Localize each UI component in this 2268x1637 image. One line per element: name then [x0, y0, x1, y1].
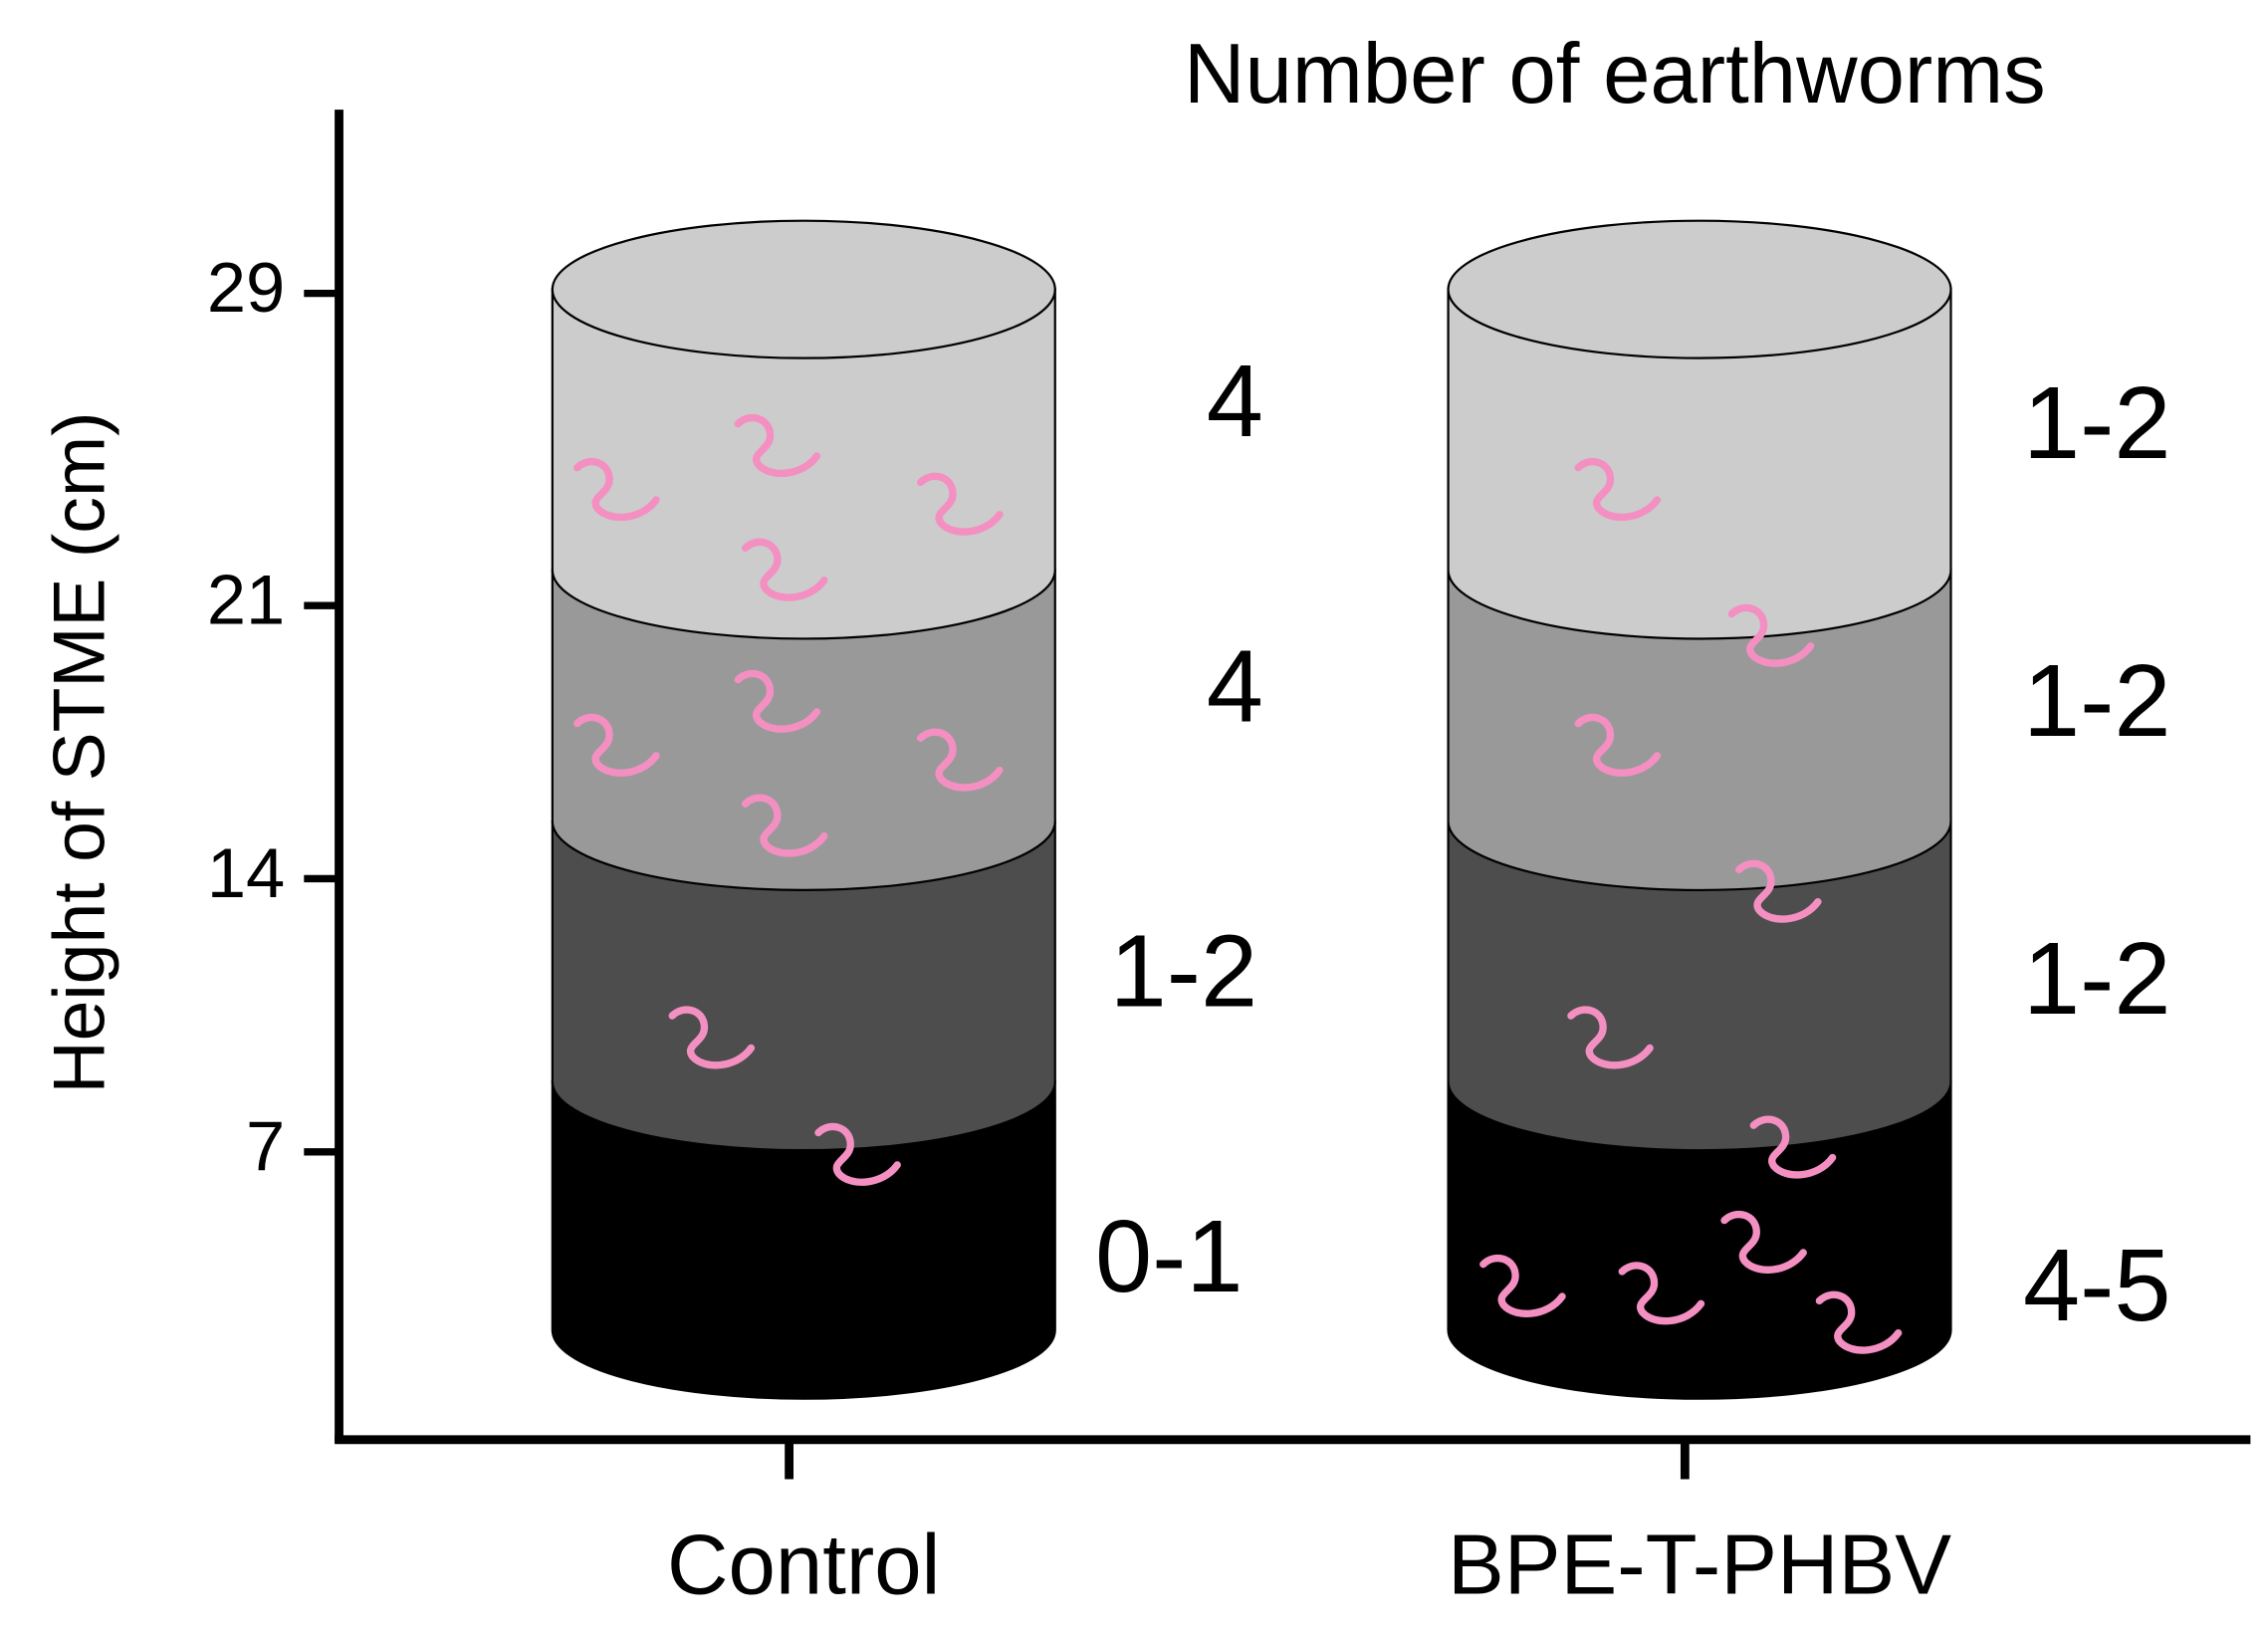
earthworm: [741, 538, 828, 601]
cylinder-top: [1447, 219, 1952, 359]
earthworm-count: 0-1: [1095, 1199, 1243, 1313]
earthworm: [1720, 1210, 1807, 1274]
earthworm: [573, 457, 660, 522]
earthworm: [1574, 457, 1662, 522]
earthworm-count: 4: [1207, 628, 1263, 743]
earthworm: [917, 728, 1004, 792]
soil-layer: [551, 819, 1056, 1152]
earthworm-count: 1-2: [1110, 914, 1257, 1029]
soil-layer: [1447, 819, 1952, 1152]
y-axis-label: Height of STME (cm): [39, 411, 120, 1093]
y-tick-label: 7: [246, 1106, 285, 1185]
earthworm: [1479, 1254, 1566, 1317]
earthworm: [1727, 603, 1815, 667]
earthworm-count: 1-2: [2023, 365, 2170, 480]
earthworm: [741, 794, 828, 857]
earthworm: [668, 1006, 756, 1069]
earthworm: [1574, 713, 1662, 777]
earthworm: [814, 1122, 901, 1186]
earthworm: [1567, 1006, 1654, 1069]
y-tick-label: 14: [207, 833, 285, 912]
earthworm: [1749, 1115, 1837, 1179]
earthworm: [917, 472, 1004, 536]
earthworm-count: 4-5: [2023, 1228, 2170, 1342]
soil-layer: [551, 569, 1056, 892]
y-tick-label: 29: [207, 248, 285, 327]
earthworm: [1618, 1262, 1705, 1325]
y-tick-label: 21: [207, 561, 285, 639]
earthworm: [734, 413, 821, 477]
earthworm: [573, 713, 660, 777]
soil-layer: [1447, 569, 1952, 892]
cylinder-top: [551, 219, 1056, 359]
category-label: BPE-T-PHBV: [1448, 1518, 1951, 1612]
earthworm: [1815, 1290, 1903, 1354]
earthworm-count: 1-2: [2023, 643, 2170, 758]
title: Number of earthworms: [1184, 27, 2046, 121]
soil-layer: [1447, 288, 1952, 640]
earthworm: [1734, 859, 1822, 923]
earthworm: [734, 669, 821, 733]
earthworm-count: 1-2: [2023, 921, 2170, 1036]
earthworm-count: 4: [1207, 344, 1263, 458]
soil-layer: [551, 1080, 1056, 1400]
category-label: Control: [667, 1518, 940, 1612]
